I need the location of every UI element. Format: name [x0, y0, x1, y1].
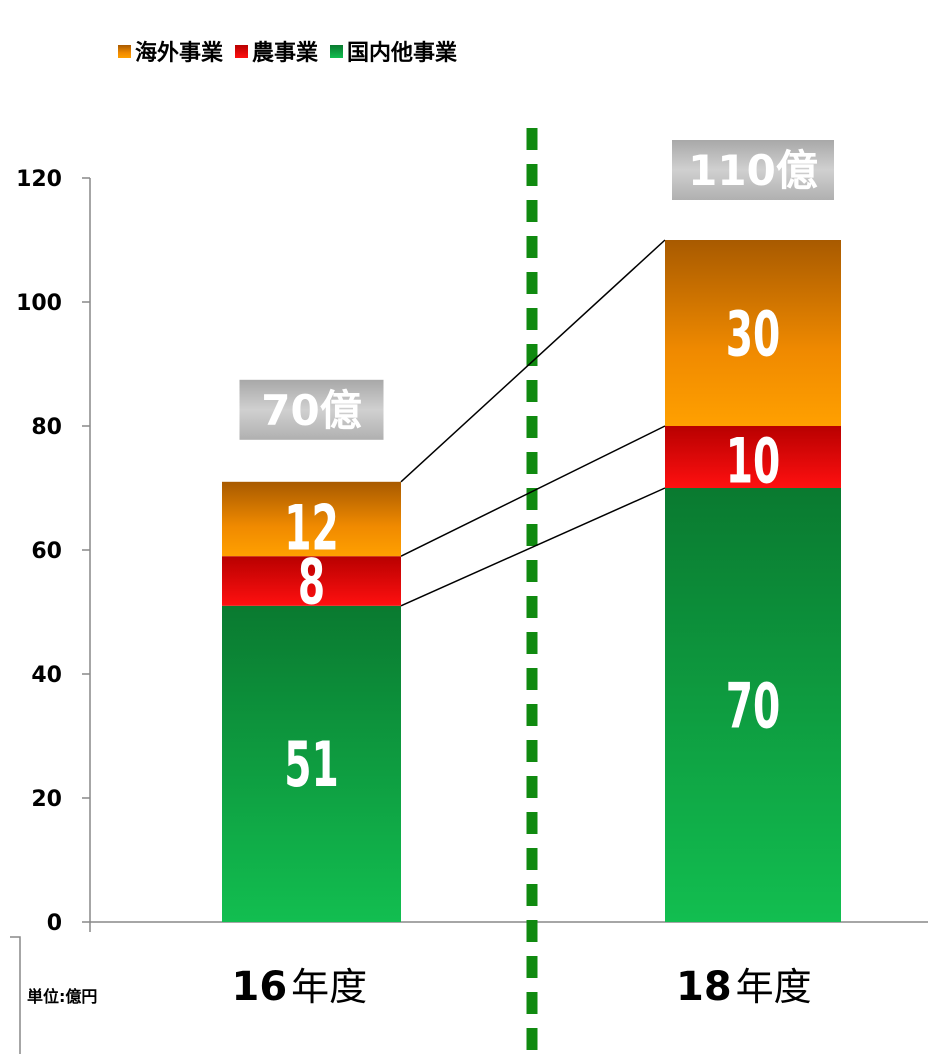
legend: 海外事業 農事業 国内他事業: [118, 40, 458, 66]
legend-entry: 農事業: [252, 40, 319, 66]
category-number: 18: [676, 964, 732, 1010]
legend-swatch: [118, 45, 131, 58]
y-tick-label: 80: [31, 415, 62, 440]
y-tick-label: 100: [16, 291, 62, 316]
bar-value-label: 10: [726, 424, 781, 497]
total-label: 110億: [688, 146, 818, 195]
unit-label: 単位:億円: [27, 987, 97, 1006]
category-suffix: 年度: [736, 965, 812, 1009]
connector-line: [400, 239, 666, 483]
bar-segment-1-3: [222, 481, 401, 557]
bar-segment-2-3: [665, 240, 841, 426]
category-number: 16: [232, 964, 288, 1010]
label-layer: 51 812 70億 70 10 30 110億: [239, 140, 834, 801]
total-label: 70億: [261, 386, 361, 435]
connector-line: [400, 487, 666, 607]
bar-value-label: 12: [284, 491, 339, 564]
bar-segment-2-1: [665, 488, 841, 922]
legend-entry: 海外事業: [135, 40, 224, 66]
y-tick-label: 120: [16, 167, 62, 192]
corner-bracket: [10, 936, 21, 1054]
legend-swatch: [330, 45, 343, 58]
y-tick-label: 40: [31, 663, 62, 688]
y-tick-label: 60: [31, 539, 62, 564]
bar-segment-1-1: [222, 605, 401, 922]
y-tick-label: 0: [47, 911, 62, 936]
connector-layer: [400, 239, 666, 607]
connector-line: [400, 425, 666, 557]
total-badge: [239, 379, 384, 440]
bar-segment-1-2: [222, 556, 401, 606]
bar-value-label: 70: [726, 669, 781, 742]
category-layer: 16 年度 18 年度: [232, 964, 812, 1010]
y-tick-label: 20: [31, 787, 62, 812]
bar-layer: [222, 240, 841, 922]
category-label: 16 年度: [232, 964, 368, 1010]
category-label: 18 年度: [676, 964, 812, 1010]
bar-value-label: 30: [726, 297, 781, 370]
legend-swatch: [235, 45, 248, 58]
category-suffix: 年度: [291, 965, 367, 1009]
bar-value-label: 8: [298, 545, 325, 618]
legend-entry: 国内他事業: [347, 40, 458, 66]
bar-segment-2-2: [665, 426, 841, 488]
bar-value-label: 51: [284, 728, 339, 801]
total-badge: [672, 140, 834, 200]
